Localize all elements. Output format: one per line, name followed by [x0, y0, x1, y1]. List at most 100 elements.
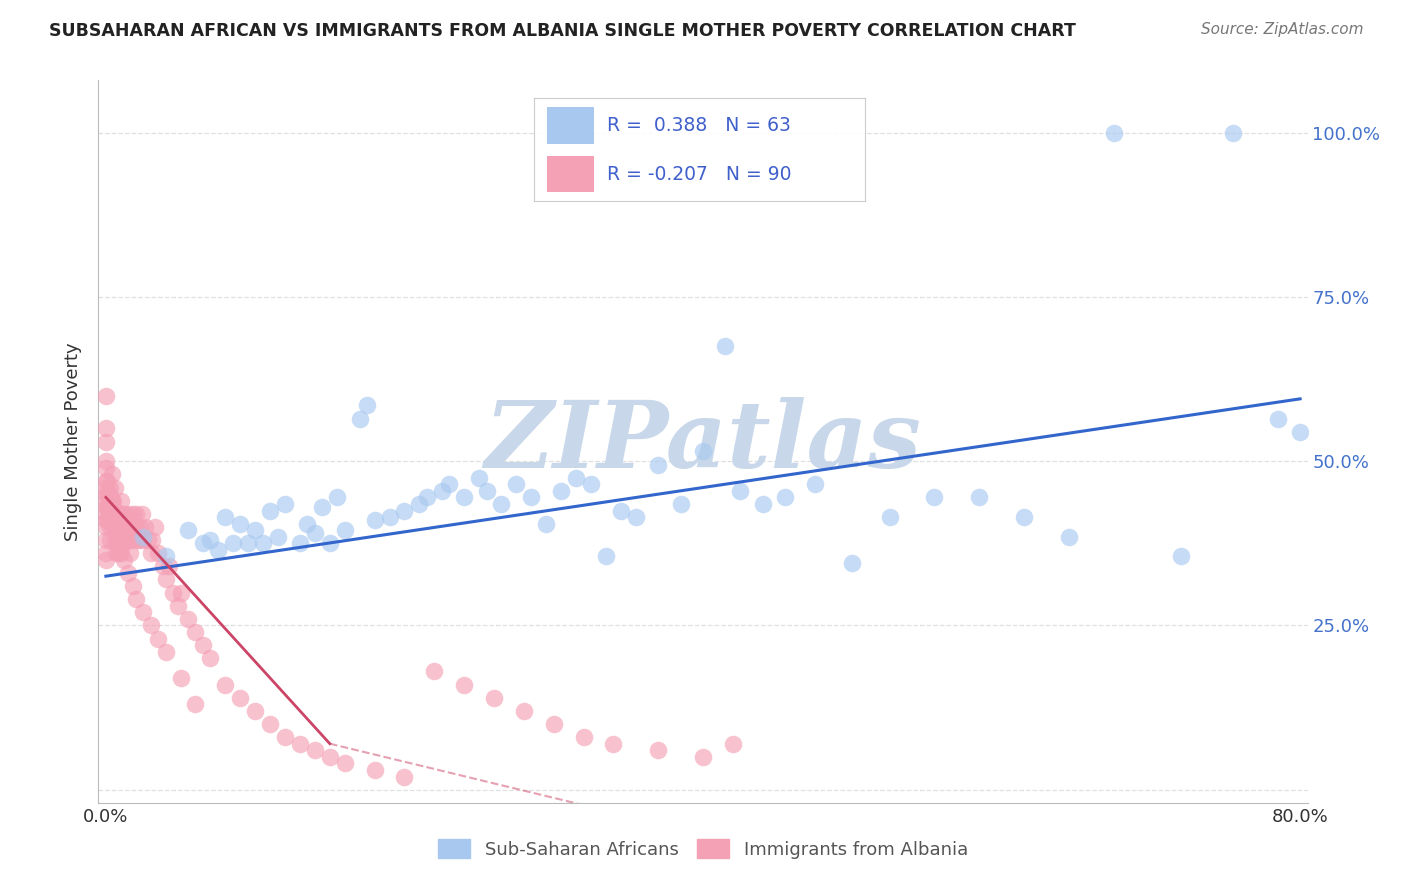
Point [98, 481, 121, 495]
Point [125, 533, 148, 547]
Point [453, 491, 475, 505]
Point [647, 743, 669, 757]
Point [207, 542, 229, 557]
Point [468, 471, 491, 485]
Point [236, 536, 259, 550]
Point [131, 507, 153, 521]
Point [96, 513, 118, 527]
Point [453, 677, 475, 691]
Point [191, 638, 214, 652]
Point [94, 520, 117, 534]
Point [96, 487, 118, 501]
Point [117, 507, 139, 521]
Point [101, 513, 124, 527]
Point [565, 471, 588, 485]
Point [94, 481, 117, 495]
Point [110, 507, 132, 521]
Point [1289, 425, 1312, 439]
Point [602, 737, 624, 751]
Point [692, 444, 714, 458]
Point [105, 546, 128, 560]
Point [714, 339, 737, 353]
Point [177, 523, 200, 537]
Point [98, 513, 121, 527]
Point [1222, 126, 1244, 140]
Text: Source: ZipAtlas.com: Source: ZipAtlas.com [1201, 22, 1364, 37]
Point [134, 520, 156, 534]
Point [924, 491, 946, 505]
Point [94, 500, 117, 515]
Point [117, 566, 139, 580]
Point [121, 579, 143, 593]
Point [550, 483, 572, 498]
Point [482, 690, 505, 705]
Point [97, 493, 120, 508]
Point [166, 599, 188, 613]
Point [214, 677, 236, 691]
Point [288, 737, 311, 751]
Point [128, 533, 150, 547]
Text: SUBSAHARAN AFRICAN VS IMMIGRANTS FROM ALBANIA SINGLE MOTHER POVERTY CORRELATION : SUBSAHARAN AFRICAN VS IMMIGRANTS FROM AL… [49, 22, 1076, 40]
Point [624, 510, 647, 524]
Point [804, 477, 827, 491]
Point [94, 434, 117, 449]
Point [141, 533, 163, 547]
Point [104, 533, 127, 547]
Point [121, 507, 143, 521]
Point [595, 549, 617, 564]
Point [200, 533, 222, 547]
Point [122, 520, 145, 534]
Point [543, 717, 565, 731]
Point [157, 559, 180, 574]
Point [200, 651, 222, 665]
Point [103, 520, 125, 534]
Point [132, 530, 155, 544]
Point [155, 573, 177, 587]
Point [378, 510, 401, 524]
Point [229, 516, 252, 531]
Point [104, 507, 127, 521]
Point [333, 523, 356, 537]
Point [97, 507, 120, 521]
Point [108, 546, 131, 560]
Point [129, 520, 152, 534]
Point [98, 533, 121, 547]
Point [104, 513, 127, 527]
Point [94, 454, 117, 468]
Point [513, 704, 536, 718]
Point [105, 526, 128, 541]
Point [103, 507, 125, 521]
Point [104, 481, 127, 495]
Point [112, 533, 135, 547]
Point [118, 546, 141, 560]
Point [132, 605, 155, 619]
Point [349, 411, 371, 425]
Point [319, 536, 342, 550]
Point [274, 730, 297, 744]
Point [125, 507, 148, 521]
Point [692, 749, 714, 764]
Point [520, 491, 543, 505]
Point [841, 556, 863, 570]
Point [326, 491, 349, 505]
Point [363, 763, 385, 777]
Point [266, 530, 288, 544]
Point [274, 497, 297, 511]
Point [94, 460, 117, 475]
Point [169, 671, 191, 685]
Point [439, 477, 461, 491]
Point [110, 540, 132, 554]
Point [94, 513, 117, 527]
Point [394, 503, 416, 517]
Point [243, 523, 266, 537]
Point [184, 625, 207, 640]
Point [536, 516, 558, 531]
Point [967, 491, 990, 505]
Point [252, 536, 274, 550]
Point [101, 493, 124, 508]
Point [1057, 530, 1080, 544]
Point [94, 533, 117, 547]
Point [155, 549, 177, 564]
Point [139, 618, 162, 632]
Point [579, 477, 602, 491]
